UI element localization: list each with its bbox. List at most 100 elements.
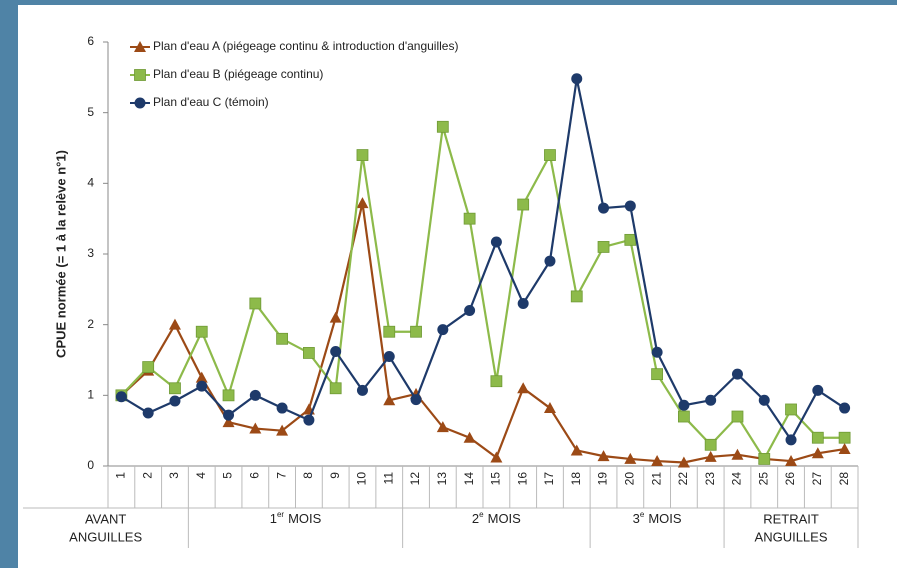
data-point bbox=[597, 450, 610, 462]
data-point bbox=[249, 297, 262, 310]
y-tick-label: 6 bbox=[87, 34, 94, 48]
data-point bbox=[543, 402, 556, 414]
data-point bbox=[731, 368, 743, 380]
data-point bbox=[544, 149, 556, 161]
data-point bbox=[196, 380, 208, 392]
x-tick-label: 6 bbox=[247, 472, 261, 479]
data-point bbox=[838, 443, 851, 455]
x-tick-label: 12 bbox=[408, 472, 422, 486]
data-point bbox=[785, 455, 798, 467]
data-point bbox=[115, 391, 127, 403]
data-point bbox=[302, 347, 315, 359]
data-point bbox=[356, 149, 369, 161]
data-point bbox=[249, 422, 262, 434]
y-axis-label: CPUE normée (= 1 à la relève n°1) bbox=[53, 150, 68, 358]
group-ordinal: 1 bbox=[270, 511, 277, 526]
x-tick-label: 21 bbox=[649, 472, 663, 486]
group-ordinal: 3 bbox=[633, 511, 640, 526]
data-point bbox=[490, 451, 503, 463]
x-tick-label: 9 bbox=[328, 472, 342, 479]
data-point bbox=[571, 73, 583, 85]
data-point bbox=[169, 382, 181, 395]
x-tick-label: 15 bbox=[489, 472, 503, 486]
data-point bbox=[276, 332, 289, 345]
legend-marker bbox=[134, 69, 146, 81]
data-point bbox=[678, 399, 690, 411]
data-point bbox=[731, 448, 744, 460]
data-point bbox=[704, 438, 717, 451]
x-tick-label: 16 bbox=[515, 472, 529, 486]
group-label: ANGUILLES bbox=[755, 529, 828, 544]
data-point bbox=[383, 350, 395, 362]
data-point bbox=[677, 456, 690, 468]
group-ordinal-suffix: er bbox=[277, 510, 284, 519]
data-point bbox=[356, 384, 368, 396]
series-line bbox=[120, 126, 845, 462]
x-tick-label: 27 bbox=[810, 472, 824, 486]
data-point bbox=[624, 200, 636, 212]
data-point bbox=[785, 403, 797, 416]
legend-label: Plan d'eau C (témoin) bbox=[153, 95, 269, 109]
group-label-text: MOIS bbox=[488, 511, 522, 526]
x-tick-label: 8 bbox=[301, 472, 315, 479]
data-point bbox=[436, 421, 449, 433]
x-tick-label: 26 bbox=[783, 472, 797, 486]
data-point bbox=[651, 455, 664, 467]
data-point bbox=[436, 120, 449, 133]
data-point bbox=[651, 368, 664, 381]
x-tick-label: 7 bbox=[274, 472, 288, 479]
data-point bbox=[812, 384, 824, 396]
group-label-text: MOIS bbox=[288, 511, 322, 526]
x-tick-label: 24 bbox=[730, 472, 744, 486]
data-point bbox=[490, 375, 503, 388]
data-point bbox=[463, 212, 476, 225]
group-label: RETRAIT bbox=[763, 511, 819, 526]
data-point bbox=[704, 450, 717, 462]
x-tick-label: 10 bbox=[355, 472, 369, 486]
x-tick-label: 19 bbox=[596, 472, 610, 486]
data-point bbox=[651, 346, 663, 358]
legend-marker bbox=[134, 97, 146, 109]
data-point bbox=[410, 325, 422, 338]
data-point bbox=[517, 297, 529, 309]
data-point bbox=[249, 389, 261, 401]
data-point bbox=[410, 394, 422, 406]
data-point bbox=[785, 434, 797, 446]
data-point bbox=[329, 382, 342, 395]
series-line bbox=[120, 202, 845, 464]
data-point bbox=[490, 236, 502, 248]
data-point bbox=[303, 414, 315, 426]
group-label: 3e MOIS bbox=[633, 510, 682, 526]
x-tick-label: 1 bbox=[114, 472, 128, 479]
x-tick-label: 20 bbox=[622, 472, 636, 486]
data-point bbox=[383, 325, 396, 338]
y-tick-label: 3 bbox=[87, 246, 94, 260]
x-tick-label: 25 bbox=[756, 472, 770, 486]
x-tick-label: 13 bbox=[435, 472, 449, 486]
x-tick-label: 18 bbox=[569, 472, 583, 486]
data-point bbox=[142, 361, 155, 373]
data-point bbox=[731, 410, 744, 423]
data-point bbox=[517, 198, 530, 211]
data-point bbox=[517, 382, 530, 394]
data-point bbox=[464, 305, 476, 317]
x-tick-label: 23 bbox=[703, 472, 717, 486]
group-ordinal-suffix: e bbox=[640, 510, 645, 519]
data-point bbox=[142, 407, 154, 419]
y-tick-label: 4 bbox=[87, 176, 94, 190]
x-tick-label: 5 bbox=[221, 472, 235, 479]
group-ordinal: 2 bbox=[472, 511, 479, 526]
data-point bbox=[598, 202, 610, 214]
y-tick-label: 0 bbox=[87, 458, 94, 472]
legend-marker bbox=[134, 41, 146, 52]
data-point bbox=[624, 452, 637, 464]
data-point bbox=[758, 394, 770, 406]
series-line bbox=[120, 78, 846, 442]
x-tick-label: 14 bbox=[462, 472, 476, 486]
legend-label: Plan d'eau B (piégeage continu) bbox=[153, 67, 323, 81]
y-tick-label: 1 bbox=[87, 388, 94, 402]
data-point bbox=[437, 324, 449, 336]
data-point bbox=[705, 394, 717, 406]
data-point bbox=[811, 431, 824, 444]
data-point bbox=[329, 311, 342, 323]
